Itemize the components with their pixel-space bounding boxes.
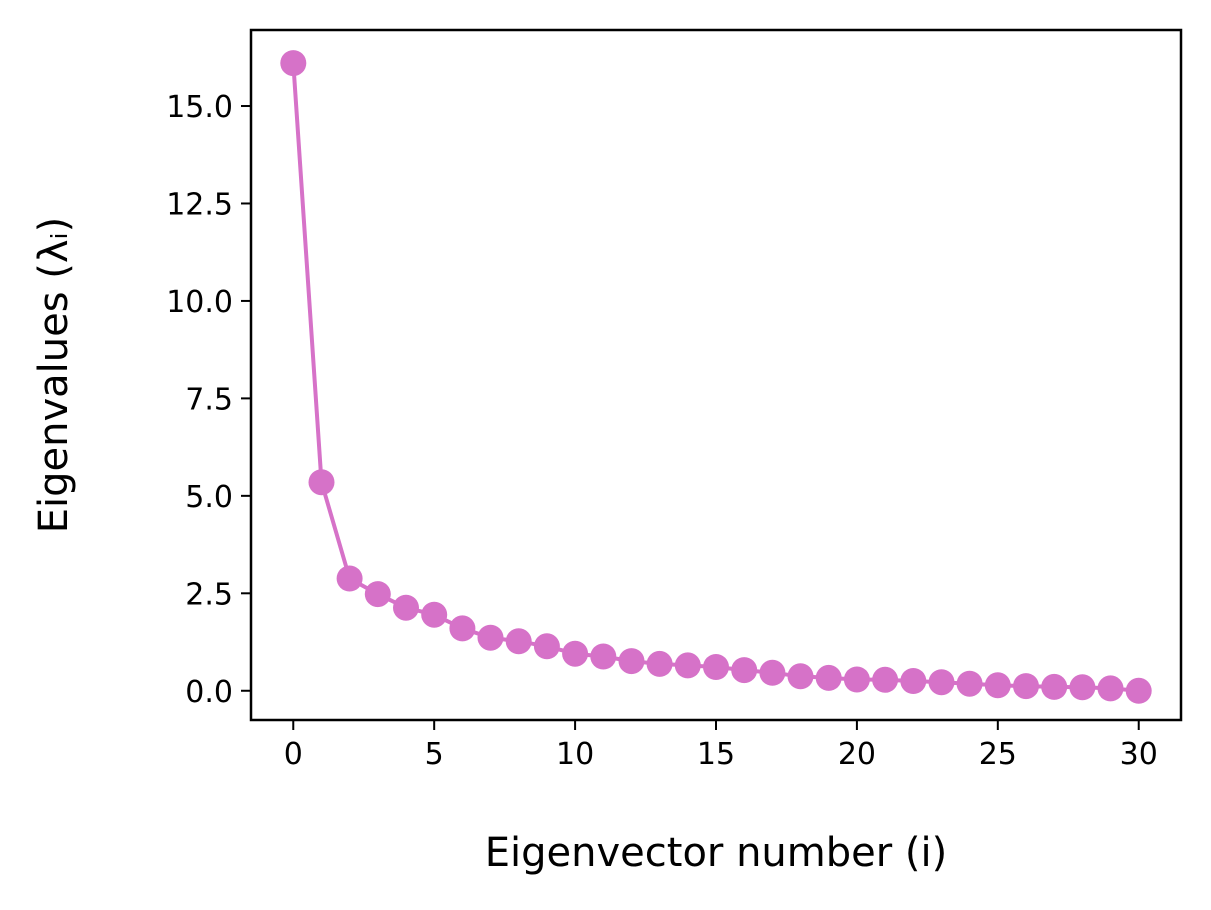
data-point xyxy=(900,668,927,694)
data-point xyxy=(590,643,617,670)
data-point xyxy=(787,663,814,690)
plot-frame xyxy=(249,28,1183,722)
y-tick-label: 10.0 xyxy=(166,285,233,320)
data-point xyxy=(646,650,673,677)
data-point xyxy=(1125,677,1152,704)
data-point xyxy=(759,659,786,686)
y-tick-label: 7.5 xyxy=(185,382,233,417)
x-axis-ticks: 0 5 10 15 20 25 30 xyxy=(284,720,1158,772)
data-point xyxy=(393,594,419,621)
data-points xyxy=(280,50,1152,704)
y-tick-label: 15.0 xyxy=(166,90,233,125)
x-tick-label: 0 xyxy=(284,737,303,772)
x-tick-label: 20 xyxy=(838,737,876,772)
data-point xyxy=(956,670,983,697)
x-tick-label: 10 xyxy=(556,737,594,772)
data-point xyxy=(984,672,1011,699)
data-point xyxy=(364,581,391,608)
y-tick-label: 5.0 xyxy=(185,480,233,515)
x-tick-label: 15 xyxy=(697,737,735,772)
data-point xyxy=(562,640,589,667)
data-point xyxy=(280,50,307,77)
data-point xyxy=(477,624,504,651)
data-point xyxy=(674,652,701,679)
plot-background xyxy=(251,30,1181,720)
x-tick-label: 30 xyxy=(1120,737,1158,772)
data-point xyxy=(1097,675,1124,702)
y-tick-label: 12.5 xyxy=(166,187,233,222)
data-point xyxy=(618,648,645,675)
data-point xyxy=(1069,674,1096,701)
data-point xyxy=(843,666,870,693)
data-point xyxy=(731,657,758,684)
y-axis-title: Eigenvalues (λᵢ) xyxy=(31,217,77,534)
x-axis-title: Eigenvector number (i) xyxy=(485,830,947,876)
data-point xyxy=(421,601,448,628)
y-tick-label: 0.0 xyxy=(185,675,233,710)
data-point xyxy=(872,666,899,693)
data-point xyxy=(449,615,476,642)
data-point xyxy=(533,633,560,660)
data-point xyxy=(1041,673,1068,700)
data-point xyxy=(505,628,532,655)
data-point xyxy=(928,669,955,696)
data-point xyxy=(308,469,335,496)
data-point xyxy=(703,654,729,680)
data-point xyxy=(815,664,842,691)
y-axis-ticks: 0.0 2.5 5.0 7.5 10.0 12.5 15.0 xyxy=(166,90,251,710)
x-tick-label: 5 xyxy=(425,737,444,772)
x-tick-label: 25 xyxy=(979,737,1017,772)
y-tick-label: 2.5 xyxy=(185,577,233,612)
data-point xyxy=(336,565,363,592)
data-point xyxy=(1013,673,1039,700)
